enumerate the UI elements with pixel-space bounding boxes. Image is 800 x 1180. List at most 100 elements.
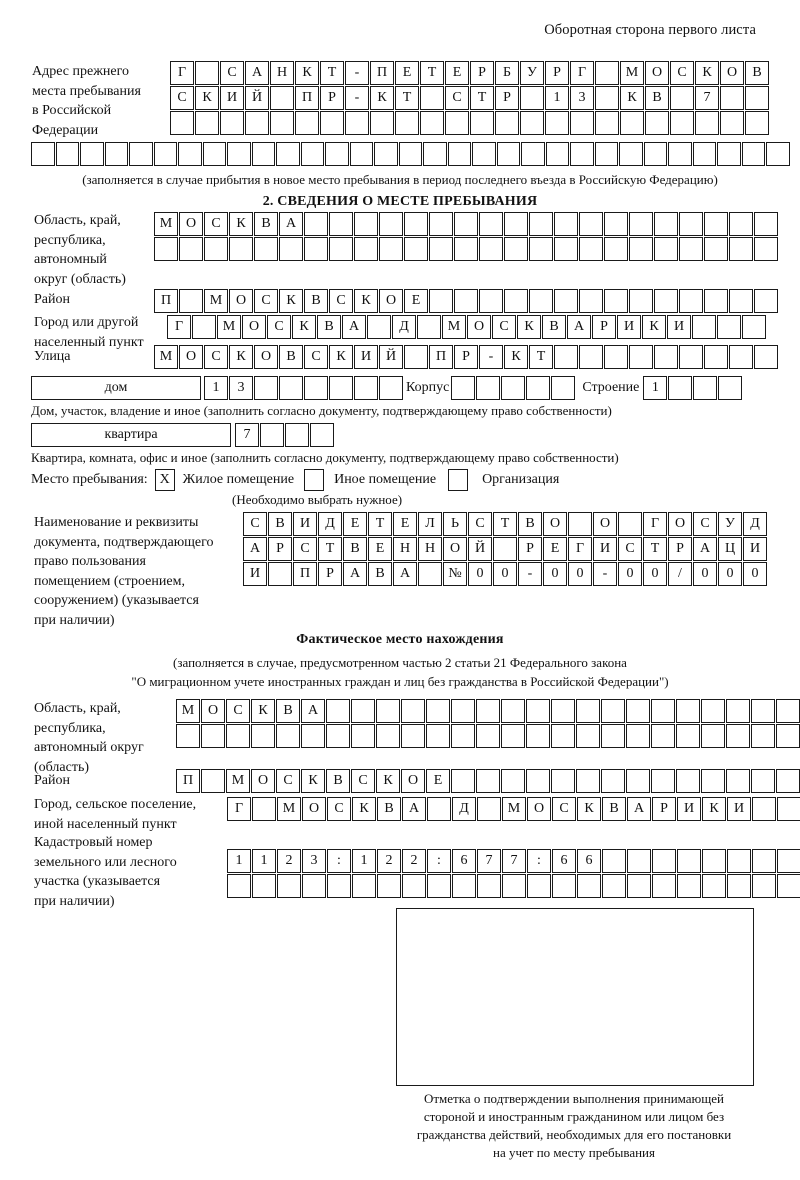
- prev-address-row-3-cell-15[interactable]: [520, 111, 544, 135]
- prev-address-row-4-cell-19[interactable]: [472, 142, 496, 166]
- street-row-1-cell-15[interactable]: К: [504, 345, 528, 369]
- document-row-2-cell-6[interactable]: Е: [368, 537, 392, 561]
- street-row-1-cell-16[interactable]: Т: [529, 345, 553, 369]
- region-row-2-cell-2[interactable]: [179, 237, 203, 261]
- prev-address-row-2-cell-20[interactable]: В: [645, 86, 669, 110]
- region-row-1-cell-14[interactable]: [479, 212, 503, 236]
- korpus-cells-cell-5[interactable]: [551, 376, 576, 400]
- prev-address-row-4-cell-26[interactable]: [643, 142, 667, 166]
- stroenie-cells-cell-3[interactable]: [693, 376, 718, 400]
- prev-address-row-4-cell-6[interactable]: [153, 142, 177, 166]
- district-row-1-cell-23[interactable]: [704, 289, 728, 313]
- actual-district-row-1-cell-7[interactable]: В: [326, 769, 350, 793]
- district-row-1-cell-6[interactable]: К: [279, 289, 303, 313]
- stamp-box[interactable]: [396, 908, 754, 1086]
- document-row-3-cell-5[interactable]: А: [343, 562, 367, 586]
- actual-district-row-1-cell-22[interactable]: [701, 769, 725, 793]
- prev-address-row-2-cell-8[interactable]: -: [345, 86, 369, 110]
- actual-region-row-2-cell-8[interactable]: [351, 724, 375, 748]
- region-row-1-cell-9[interactable]: [354, 212, 378, 236]
- document-row-2-cell-1[interactable]: А: [243, 537, 267, 561]
- region-row-1-cell-8[interactable]: [329, 212, 353, 236]
- document-row-3-cell-12[interactable]: -: [518, 562, 542, 586]
- cadastral-row-2-cell-6[interactable]: [352, 874, 376, 898]
- cadastral-row-2-cell-8[interactable]: [402, 874, 426, 898]
- house-cells-cell-6[interactable]: [329, 376, 353, 400]
- street-row-1-cell-25[interactable]: [754, 345, 778, 369]
- document-row-3-cell-21[interactable]: 0: [743, 562, 767, 586]
- district-row-1-cell-7[interactable]: В: [304, 289, 328, 313]
- prev-address-row-1-cell-11[interactable]: Т: [420, 61, 444, 85]
- korpus-cells-cell-2[interactable]: [476, 376, 501, 400]
- actual-region-row-2-cell-19[interactable]: [626, 724, 650, 748]
- prev-address-row-2-cell-19[interactable]: К: [620, 86, 644, 110]
- district-row-1-cell-19[interactable]: [604, 289, 628, 313]
- prev-address-row-3-cell-9[interactable]: [370, 111, 394, 135]
- prev-address-row-4-cell-14[interactable]: [349, 142, 373, 166]
- actual-city-row-1-cell-13[interactable]: О: [527, 797, 551, 821]
- actual-city-row-1-cell-3[interactable]: М: [277, 797, 301, 821]
- actual-region-row-2-cell-24[interactable]: [751, 724, 775, 748]
- actual-region-row-1-cell-25[interactable]: [776, 699, 800, 723]
- city-row-1-cell-10[interactable]: Д: [392, 315, 416, 339]
- actual-region-row-2-cell-3[interactable]: [226, 724, 250, 748]
- actual-district-row-1-cell-18[interactable]: [601, 769, 625, 793]
- district-row-1-cell-16[interactable]: [529, 289, 553, 313]
- prev-address-row-4-cell-10[interactable]: [251, 142, 275, 166]
- district-row-1-cell-15[interactable]: [504, 289, 528, 313]
- prev-address-row-2-cell-12[interactable]: С: [445, 86, 469, 110]
- prev-address-row-4-cell-16[interactable]: [398, 142, 422, 166]
- actual-city-row-1-cell-5[interactable]: С: [327, 797, 351, 821]
- prev-address-row-2-cell-23[interactable]: [720, 86, 744, 110]
- cadastral-row-2-cell-16[interactable]: [602, 874, 626, 898]
- prev-address-row-2-cell-18[interactable]: [595, 86, 619, 110]
- document-row-3-cell-13[interactable]: 0: [543, 562, 567, 586]
- stroenie-cells[interactable]: 1: [643, 376, 743, 400]
- cadastral-row-1-cell-5[interactable]: :: [327, 849, 351, 873]
- district-row-1-cell-20[interactable]: [629, 289, 653, 313]
- street-row-1-cell-10[interactable]: Й: [379, 345, 403, 369]
- actual-region-row-1-cell-12[interactable]: [451, 699, 475, 723]
- prev-address-row-1-cell-10[interactable]: Е: [395, 61, 419, 85]
- prev-address-row-4-cell-12[interactable]: [300, 142, 324, 166]
- document-row-2-cell-4[interactable]: Т: [318, 537, 342, 561]
- region-row-2-cell-11[interactable]: [404, 237, 428, 261]
- city-row-1-cell-12[interactable]: М: [442, 315, 466, 339]
- actual-region-row-1-cell-2[interactable]: О: [201, 699, 225, 723]
- actual-city-row-1-cell-6[interactable]: К: [352, 797, 376, 821]
- street-row-1-cell-9[interactable]: И: [354, 345, 378, 369]
- actual-region-row-2-cell-5[interactable]: [276, 724, 300, 748]
- document-row-2-cell-20[interactable]: Ц: [718, 537, 742, 561]
- document-row-2-cell-19[interactable]: А: [693, 537, 717, 561]
- actual-district-row-1-cell-10[interactable]: О: [401, 769, 425, 793]
- prev-address-row-2-cell-10[interactable]: Т: [395, 86, 419, 110]
- actual-region-row-1-cell-23[interactable]: [726, 699, 750, 723]
- actual-city-row-1-cell-22[interactable]: [752, 797, 776, 821]
- prev-address-row-2-cell-14[interactable]: Р: [495, 86, 519, 110]
- prev-address-row-2-cell-7[interactable]: Р: [320, 86, 344, 110]
- document-row-2-cell-3[interactable]: С: [293, 537, 317, 561]
- cadastral-row-1-cell-11[interactable]: 7: [477, 849, 501, 873]
- actual-district-row-1-cell-11[interactable]: Е: [426, 769, 450, 793]
- stay-type-option-3-checkbox[interactable]: [448, 469, 469, 491]
- region-row-2-cell-3[interactable]: [204, 237, 228, 261]
- prev-address-row-3-cell-11[interactable]: [420, 111, 444, 135]
- region-row-2-cell-1[interactable]: [154, 237, 178, 261]
- document-row-1-cell-8[interactable]: Л: [418, 512, 442, 536]
- city-row-1-cell-22[interactable]: [692, 315, 716, 339]
- prev-address-row-4-cell-30[interactable]: [741, 142, 765, 166]
- prev-address-row-4-cell-1[interactable]: [31, 142, 55, 166]
- stroenie-cells-cell-2[interactable]: [668, 376, 693, 400]
- region-row-2-cell-7[interactable]: [304, 237, 328, 261]
- actual-city-row-1-cell-12[interactable]: М: [502, 797, 526, 821]
- city-row-1-cell-17[interactable]: А: [567, 315, 591, 339]
- document-row-3-cell-19[interactable]: 0: [693, 562, 717, 586]
- actual-region-row-2-cell-4[interactable]: [251, 724, 275, 748]
- region-row-1-cell-3[interactable]: С: [204, 212, 228, 236]
- actual-district-row-1-cell-15[interactable]: [526, 769, 550, 793]
- prev-address-row-1-cell-5[interactable]: Н: [270, 61, 294, 85]
- street-row-1-cell-11[interactable]: [404, 345, 428, 369]
- actual-region-row-2-cell-11[interactable]: [426, 724, 450, 748]
- document-row-3-cell-4[interactable]: Р: [318, 562, 342, 586]
